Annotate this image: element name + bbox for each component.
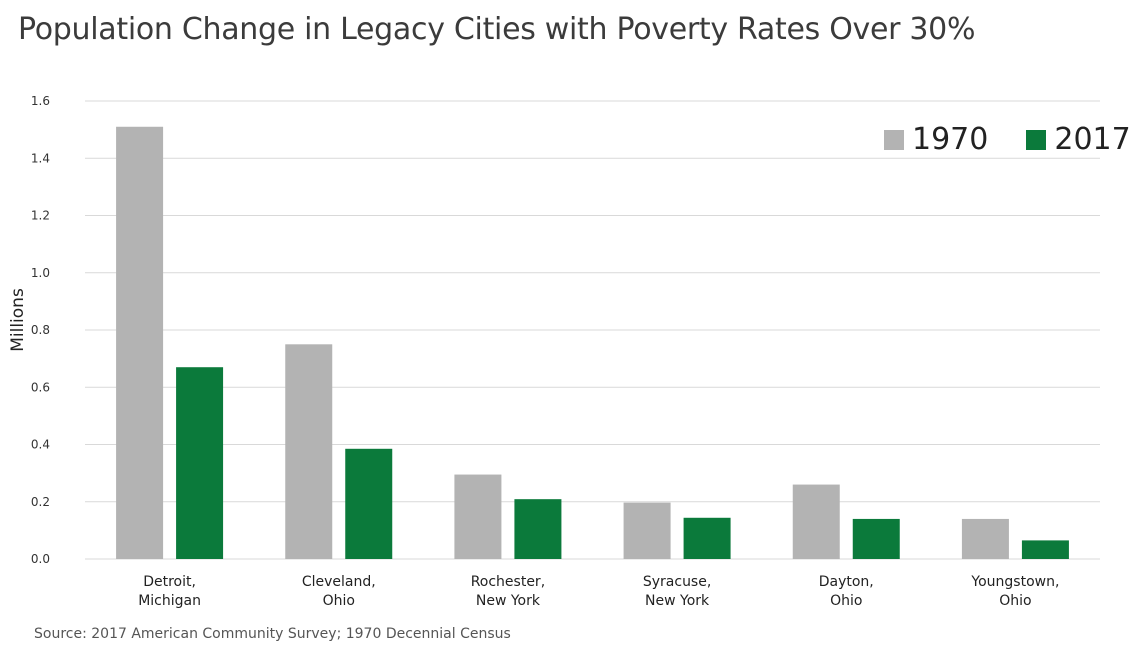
x-category-label: Ohio [323,593,355,609]
legend-item-1970: 1970 [884,122,988,157]
bar-2017 [345,448,393,559]
y-tick-label: 0.6 [31,380,50,394]
legend-swatch-2017 [1026,129,1047,150]
y-tick-label: 1.0 [31,266,50,280]
legend-item-2017: 2017 [1026,122,1131,157]
x-axis-categories: Detroit, Michigan Cleveland, Ohio Rochester,… [138,574,1059,609]
legend: 1970 2017 [884,122,1131,157]
bar-2017 [514,499,562,559]
x-category-label: Syracuse, [643,574,711,590]
x-category-label: Youngstown, [970,574,1059,590]
bar-2017 [176,367,224,559]
x-category-label: Dayton, [819,574,874,590]
bar-1970 [792,484,840,559]
bar-2017 [683,517,731,559]
source-note: Source: 2017 American Community Survey; … [34,626,511,642]
y-axis-label: Millions [8,288,28,352]
legend-swatch-1970 [884,129,904,150]
bars [116,126,1069,559]
bar-1970 [961,518,1009,559]
legend-label-1970: 1970 [912,122,989,157]
bar-1970 [116,126,164,559]
chart-title: Population Change in Legacy Cities with … [18,12,976,47]
bar-1970 [623,502,671,559]
y-tick-label: 1.2 [31,209,50,223]
x-category-label: Detroit, [143,574,196,590]
bar-1970 [285,344,333,559]
x-category-label: Cleveland, [302,574,376,590]
gridlines [85,100,1100,560]
y-axis-ticks: 0.0 0.2 0.4 0.6 0.8 1.0 1.2 1.4 1.6 [31,94,50,566]
bar-2017 [1021,540,1069,559]
y-tick-label: 0.0 [31,552,50,566]
y-tick-label: 0.4 [31,438,50,452]
y-tick-label: 0.8 [31,323,50,337]
bar-1970 [454,474,502,559]
x-category-label: Ohio [830,593,862,609]
x-category-label: Michigan [138,593,201,609]
y-tick-label: 0.2 [31,495,50,509]
bar-2017 [852,518,900,559]
x-category-label: New York [645,593,710,609]
y-tick-label: 1.6 [31,94,50,108]
legend-label-2017: 2017 [1054,122,1131,157]
x-category-label: New York [476,593,541,609]
x-category-label: Ohio [999,593,1031,609]
x-category-label: Rochester, [471,574,545,590]
y-tick-label: 1.4 [31,151,50,165]
